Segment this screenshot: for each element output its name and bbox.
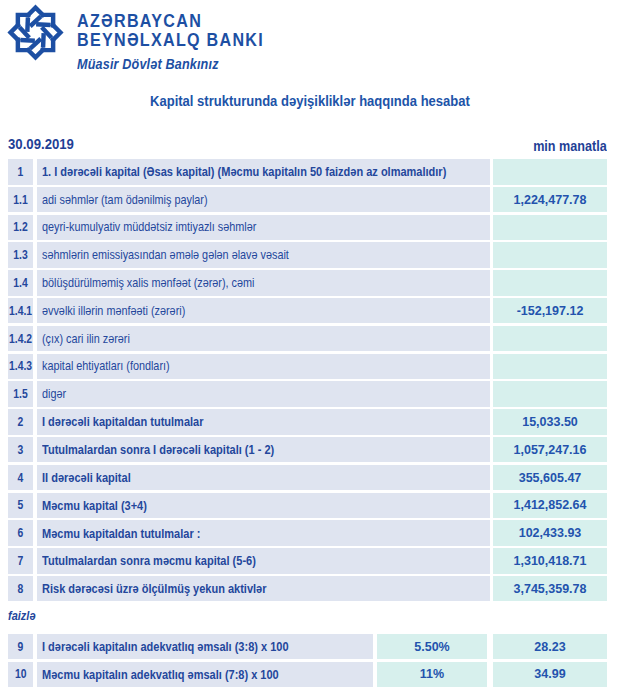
row-label: Məcmu kapitalın adekvatlıq əmsalı (7:8) … — [37, 662, 373, 687]
row-value: 34.99 — [493, 662, 607, 687]
row-number: 7 — [8, 548, 33, 574]
table-row: 1.5 digər — [0, 381, 620, 407]
row-label: qeyri-kumulyativ müddətsiz imtiyazlı səh… — [37, 215, 490, 241]
row-label: (çıx) cari ilin zərəri — [37, 326, 490, 352]
row-label: I dərəcəli kapitaldan tutulmalar — [37, 409, 490, 435]
capital-table: 1 1. I dərəcəli kapital (Əsas kapital) (… — [0, 159, 620, 687]
row-number: 1.5 — [8, 381, 33, 407]
ratio-table-body: 9 I dərəcəli kapitalın adekvatlıq əmsalı… — [0, 634, 620, 687]
report-title: Kapital strukturunda dəyişikliklər haqqı… — [0, 93, 620, 109]
row-label: II dərəcəli kapital — [37, 465, 490, 491]
table-row: 5 Məcmu kapital (3+4) 1,412,852.64 — [0, 493, 620, 519]
row-number: 5 — [8, 493, 33, 519]
row-number: 1.4 — [8, 270, 33, 296]
row-label: bölüşdürülməmiş xalis mənfəət (zərər), c… — [37, 270, 490, 296]
row-value — [493, 270, 607, 296]
table-row: 1.2 qeyri-kumulyativ müddətsiz imtiyazlı… — [0, 215, 620, 241]
row-label: Tutulmalardan sonra I dərəcəli kapitalı … — [37, 437, 490, 463]
row-number: 4 — [8, 465, 33, 491]
row-number: 10 — [8, 662, 33, 687]
table-row: 1 1. I dərəcəli kapital (Əsas kapital) (… — [0, 159, 620, 185]
bank-name: AZƏRBAYCAN BEYNƏLXALQ BANKI Müasir Dövlə… — [77, 12, 280, 72]
row-label: əvvəlki illərin mənfəəti (zərəri) — [37, 298, 490, 324]
table-row: 7 Tutulmalardan sonra məcmu kapital (5-6… — [0, 548, 620, 574]
table-row: 1.3 səhmlərin emissiyasından əmələ gələn… — [0, 242, 620, 268]
row-percent: 5.50% — [377, 634, 487, 660]
ratio-row: 9 I dərəcəli kapitalın adekvatlıq əmsalı… — [0, 634, 620, 660]
row-value: 1,224,477.78 — [493, 187, 607, 213]
table-row: 1.4 bölüşdürülməmiş xalis mənfəət (zərər… — [0, 270, 620, 296]
row-value: 1,310,418.71 — [493, 548, 607, 574]
table-body: 1 1. I dərəcəli kapital (Əsas kapital) (… — [0, 159, 620, 601]
row-value: 3,745,359.78 — [493, 576, 607, 602]
row-number: 1.1 — [8, 187, 33, 213]
table-row: 1.4.3 kapital ehtiyatları (fondları) — [0, 354, 620, 380]
row-number: 2 — [8, 409, 33, 435]
report-page: AZƏRBAYCAN BEYNƏLXALQ BANKI Müasir Dövlə… — [0, 0, 620, 687]
table-row: 1.1 adi səhmlər (tam ödənilmiş paylar) 1… — [0, 187, 620, 213]
row-number: 1.4.3 — [8, 354, 33, 380]
section-label-faizle: faizlə — [0, 604, 620, 634]
row-value: 355,605.47 — [493, 465, 607, 491]
table-row: 1.4.2 (çıx) cari ilin zərəri — [0, 326, 620, 352]
table-row: 2 I dərəcəli kapitaldan tutulmalar 15,03… — [0, 409, 620, 435]
table-row: 1.4.1 əvvəlki illərin mənfəəti (zərəri) … — [0, 298, 620, 324]
ratio-row: 10 Məcmu kapitalın adekvatlıq əmsalı (7:… — [0, 662, 620, 687]
row-number: 6 — [8, 520, 33, 546]
row-value: 1,412,852.64 — [493, 493, 607, 519]
bank-logo-icon — [7, 3, 64, 66]
row-value: 15,033.50 — [493, 409, 607, 435]
row-label: Məcmu kapital (3+4) — [37, 493, 490, 519]
row-number: 3 — [8, 437, 33, 463]
unit-label: min manatla — [533, 138, 607, 154]
row-number: 1.2 — [8, 215, 33, 241]
row-label: Tutulmalardan sonra məcmu kapital (5-6) — [37, 548, 490, 574]
table-row: 3 Tutulmalardan sonra I dərəcəli kapital… — [0, 437, 620, 463]
table-row: 8 Risk dərəcəsi üzrə ölçülmüş yekun akti… — [0, 576, 620, 602]
row-value: 1,057,247.16 — [493, 437, 607, 463]
row-number: 1.3 — [8, 242, 33, 268]
row-label: I dərəcəli kapitalın adekvatlıq əmsalı (… — [37, 634, 373, 660]
row-value: -152,197.12 — [493, 298, 607, 324]
row-value — [493, 242, 607, 268]
bank-name-line2: BEYNƏLXALQ BANKI — [77, 31, 264, 50]
row-value — [493, 354, 607, 380]
row-label: digər — [37, 381, 490, 407]
row-value — [493, 215, 607, 241]
row-label: Risk dərəcəsi üzrə ölçülmüş yekun aktivl… — [37, 576, 490, 602]
bank-name-line1: AZƏRBAYCAN — [77, 12, 264, 31]
row-label: Məcmu kapitaldan tutulmalar : — [37, 520, 490, 546]
row-value: 28.23 — [493, 634, 607, 660]
row-value — [493, 326, 607, 352]
row-value: 102,433.93 — [493, 520, 607, 546]
row-number: 9 — [8, 634, 33, 660]
row-label: səhmlərin emissiyasından əmələ gələn əla… — [37, 242, 490, 268]
report-date: 30.09.2019 — [8, 135, 74, 153]
table-row: 4 II dərəcəli kapital 355,605.47 — [0, 465, 620, 491]
row-number: 1.4.2 — [8, 326, 33, 352]
row-label: adi səhmlər (tam ödənilmiş paylar) — [37, 187, 490, 213]
row-value — [493, 381, 607, 407]
row-label: kapital ehtiyatları (fondları) — [37, 354, 490, 380]
table-row: 6 Məcmu kapitaldan tutulmalar : 102,433.… — [0, 520, 620, 546]
row-value — [493, 159, 607, 185]
row-percent: 11% — [377, 662, 487, 687]
row-number: 8 — [8, 576, 33, 602]
row-number: 1.4.1 — [8, 298, 33, 324]
row-label: 1. I dərəcəli kapital (Əsas kapital) (Mə… — [37, 159, 490, 185]
row-number: 1 — [8, 159, 33, 185]
bank-slogan: Müasir Dövlət Bankınız — [77, 55, 248, 72]
